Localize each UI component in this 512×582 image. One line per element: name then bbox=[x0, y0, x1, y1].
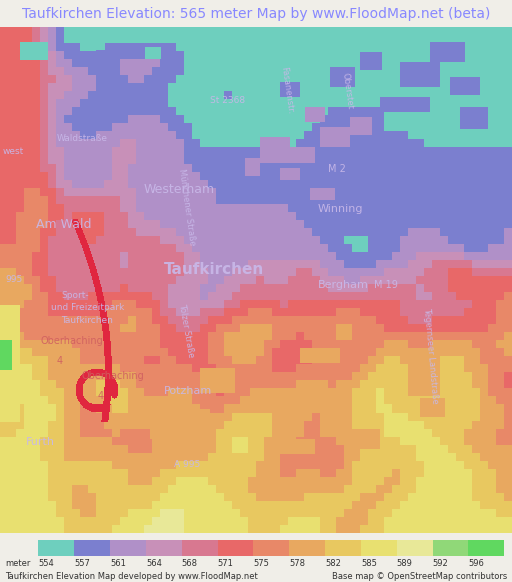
Text: und Freizeitpark: und Freizeitpark bbox=[51, 303, 124, 312]
Text: Winning: Winning bbox=[317, 204, 363, 214]
Text: 582: 582 bbox=[325, 559, 341, 568]
Text: M 19: M 19 bbox=[374, 280, 398, 290]
Text: 557: 557 bbox=[74, 559, 90, 568]
Text: Oberhaching: Oberhaching bbox=[82, 371, 145, 381]
Bar bbox=[146, 541, 182, 556]
Text: 571: 571 bbox=[218, 559, 233, 568]
Text: 585: 585 bbox=[361, 559, 377, 568]
Text: meter: meter bbox=[5, 559, 31, 568]
Text: Waldstraße: Waldstraße bbox=[56, 134, 108, 143]
Text: west: west bbox=[3, 147, 24, 155]
Bar bbox=[433, 541, 468, 556]
Bar bbox=[253, 541, 289, 556]
Bar bbox=[38, 541, 74, 556]
Bar bbox=[325, 541, 361, 556]
Text: Westerham: Westerham bbox=[143, 183, 215, 196]
Bar bbox=[74, 541, 110, 556]
Text: 596: 596 bbox=[468, 559, 484, 568]
Bar bbox=[397, 541, 433, 556]
Text: 575: 575 bbox=[253, 559, 269, 568]
Text: Oberstet: Oberstet bbox=[340, 72, 354, 109]
Bar bbox=[468, 541, 504, 556]
Text: 568: 568 bbox=[182, 559, 198, 568]
Text: Oberhaching: Oberhaching bbox=[41, 336, 104, 346]
Bar bbox=[289, 541, 325, 556]
Text: St 2368: St 2368 bbox=[210, 96, 245, 105]
Text: Potzham: Potzham bbox=[164, 386, 212, 396]
Bar bbox=[218, 541, 253, 556]
Text: 564: 564 bbox=[146, 559, 162, 568]
Text: Am Wald: Am Wald bbox=[36, 218, 91, 231]
Text: Sport-: Sport- bbox=[61, 290, 89, 300]
Text: 561: 561 bbox=[110, 559, 126, 568]
Text: Base map © OpenStreetMap contributors: Base map © OpenStreetMap contributors bbox=[332, 572, 507, 581]
Text: A 995: A 995 bbox=[174, 460, 200, 469]
Text: Bergham: Bergham bbox=[317, 280, 368, 290]
Text: Tölzer Straße: Tölzer Straße bbox=[177, 303, 195, 358]
Bar bbox=[361, 541, 397, 556]
Text: Taufkirchen Elevation: 565 meter Map by www.FloodMap.net (beta): Taufkirchen Elevation: 565 meter Map by … bbox=[22, 6, 490, 21]
Text: 592: 592 bbox=[433, 559, 449, 568]
Text: Tegernseer Landstraße: Tegernseer Landstraße bbox=[422, 307, 440, 404]
Text: Fasanenstr.: Fasanenstr. bbox=[279, 66, 294, 115]
Text: Taufkirchen: Taufkirchen bbox=[61, 316, 113, 325]
Text: Taufkirchen Elevation Map developed by www.FloodMap.net: Taufkirchen Elevation Map developed by w… bbox=[5, 572, 258, 581]
Text: Taufkirchen: Taufkirchen bbox=[164, 262, 264, 278]
Text: 995: 995 bbox=[5, 275, 23, 285]
Bar bbox=[110, 541, 146, 556]
Text: 4: 4 bbox=[56, 356, 62, 365]
Text: Münchener Straße: Münchener Straße bbox=[177, 168, 197, 246]
Text: 589: 589 bbox=[397, 559, 413, 568]
Text: Furth: Furth bbox=[26, 436, 55, 446]
Text: 578: 578 bbox=[289, 559, 305, 568]
Text: M 2: M 2 bbox=[328, 164, 346, 174]
Bar bbox=[182, 541, 218, 556]
Text: 554: 554 bbox=[38, 559, 54, 568]
Text: 4: 4 bbox=[97, 391, 103, 401]
